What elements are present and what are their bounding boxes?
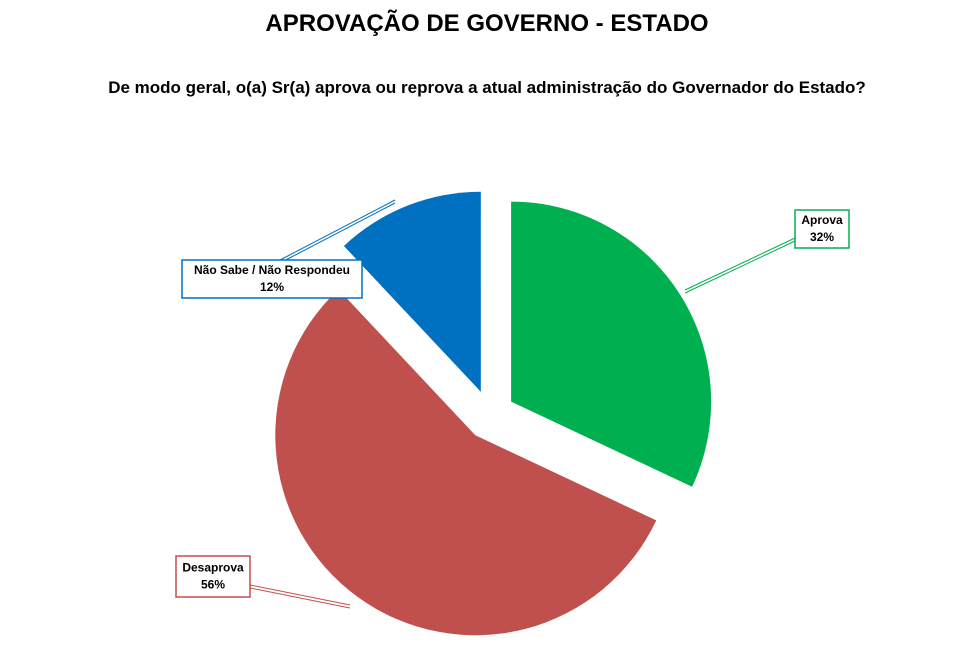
slice-label: Desaprova (182, 561, 244, 575)
leader-line (279, 199, 396, 261)
value-label: 12% (260, 280, 284, 294)
chart-title: APROVAÇÃO DE GOVERNO - ESTADO (265, 10, 709, 37)
slice-label: Não Sabe / Não Respondeu (194, 263, 350, 277)
value-label: 56% (201, 578, 225, 592)
leader-line (249, 584, 351, 606)
label-box (794, 209, 850, 249)
value-label: 32% (810, 230, 834, 244)
leader-line (279, 202, 396, 264)
pie-slice (275, 289, 657, 636)
label-box (181, 259, 363, 299)
slice-label: Aprova (801, 213, 843, 227)
label-box (175, 555, 251, 598)
pie-slice (511, 201, 712, 487)
leader-line (249, 587, 351, 609)
leader-line (684, 237, 796, 291)
leader-line (684, 240, 796, 294)
pie-slice (343, 191, 481, 392)
chart-subtitle: De modo geral, o(a) Sr(a) aprova ou repr… (108, 78, 866, 97)
